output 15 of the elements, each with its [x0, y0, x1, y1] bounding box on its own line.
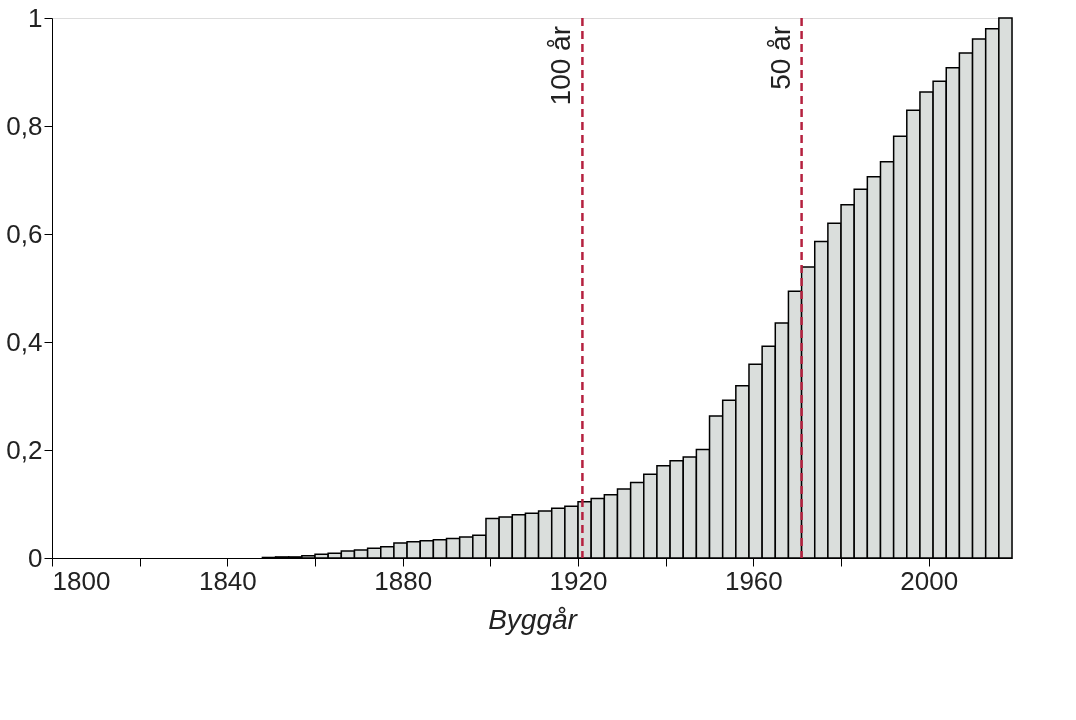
y-tick-label: 0,4	[6, 326, 43, 357]
x-tick-label: 1800	[52, 565, 111, 596]
x-axis-title: Byggår	[488, 603, 579, 635]
ref-line-label: 100 år	[545, 26, 577, 106]
x-tick-label: 1840	[198, 565, 257, 596]
y-tick-label: 0,6	[6, 218, 43, 249]
ref-line-label: 50 år	[764, 26, 796, 90]
x-tick-label: 1920	[549, 565, 608, 596]
y-tick-label: 0,2	[6, 434, 43, 465]
y-tick-label: 0,8	[6, 110, 43, 141]
x-tick-label: 1960	[724, 565, 783, 596]
y-tick-label: 0	[28, 542, 43, 573]
x-tick-label: 1880	[374, 565, 433, 596]
y-tick-label: 1	[28, 2, 43, 33]
x-tick-label: 2000	[900, 565, 959, 596]
